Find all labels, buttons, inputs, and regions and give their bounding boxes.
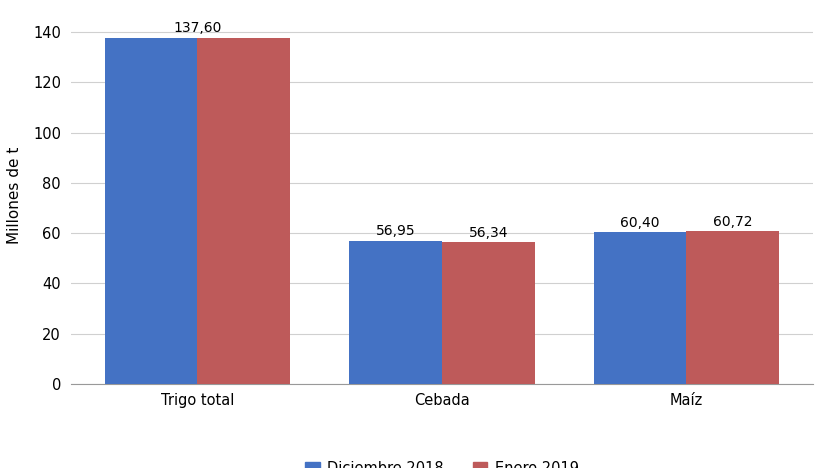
Text: 56,34: 56,34 <box>468 226 508 240</box>
Bar <box>104 38 197 384</box>
Bar <box>349 241 441 384</box>
Bar <box>686 231 778 384</box>
Legend: Diciembre 2018, Enero 2019: Diciembre 2018, Enero 2019 <box>299 455 584 468</box>
Text: 137,60: 137,60 <box>173 21 221 35</box>
Text: 60,72: 60,72 <box>713 215 752 229</box>
Bar <box>441 242 534 384</box>
Text: 60,40: 60,40 <box>619 216 659 229</box>
Y-axis label: Millones de t: Millones de t <box>7 146 22 244</box>
Bar <box>197 38 290 384</box>
Text: 56,95: 56,95 <box>375 224 414 238</box>
Bar <box>593 232 686 384</box>
